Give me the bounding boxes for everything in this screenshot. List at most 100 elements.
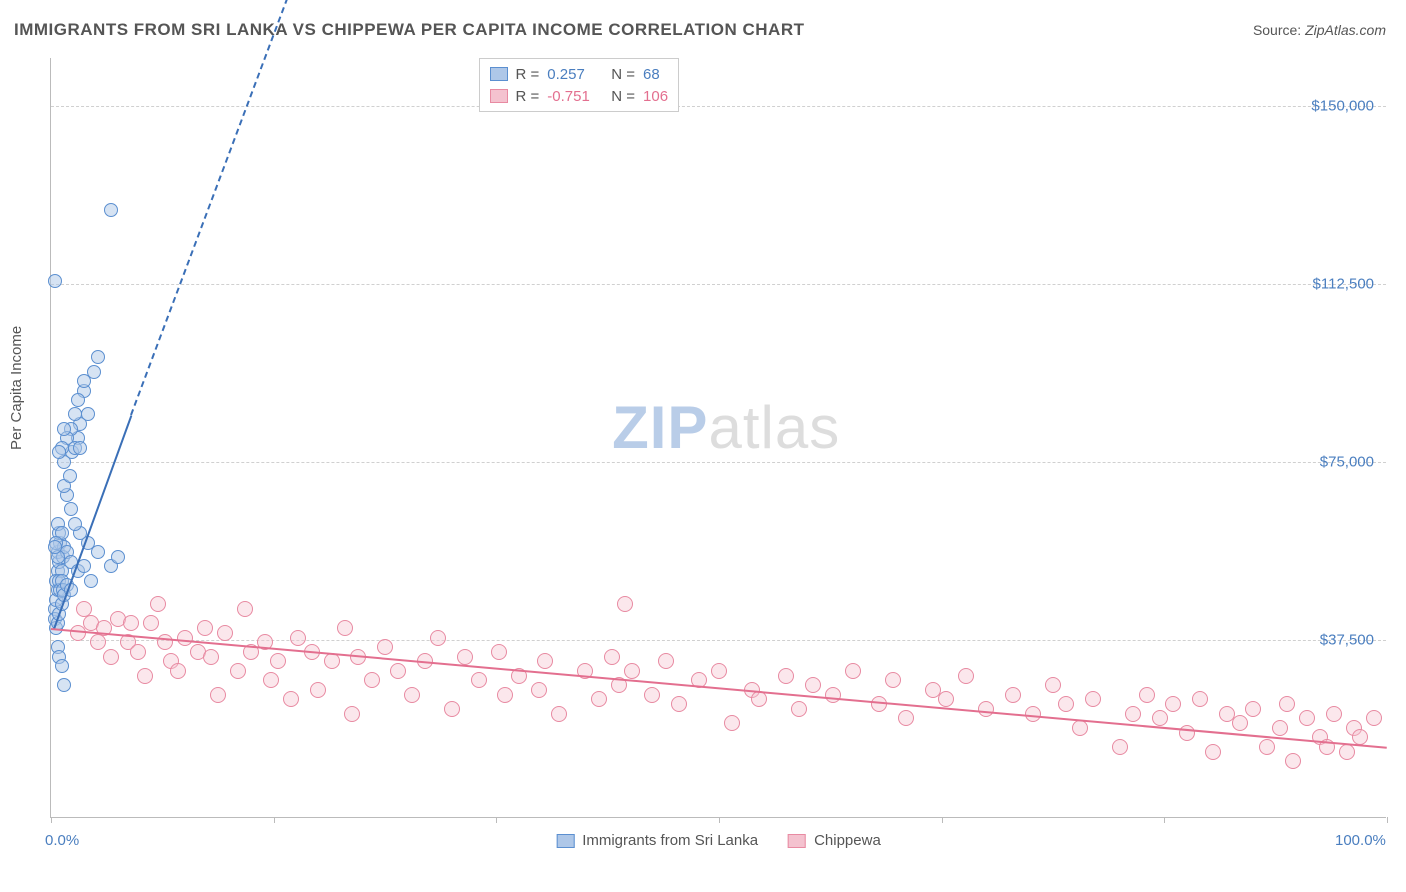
data-point [170, 663, 186, 679]
data-point [1352, 729, 1368, 745]
data-point [1279, 696, 1295, 712]
data-point [724, 715, 740, 731]
data-point [444, 701, 460, 717]
data-point [1366, 710, 1382, 726]
data-point [364, 672, 380, 688]
data-point [130, 644, 146, 660]
data-point [137, 668, 153, 684]
source-name: ZipAtlas.com [1305, 22, 1386, 38]
data-point [537, 653, 553, 669]
data-point [210, 687, 226, 703]
data-point [344, 706, 360, 722]
data-point [290, 630, 306, 646]
r-label: R = [516, 66, 540, 83]
data-point [377, 639, 393, 655]
data-point [337, 620, 353, 636]
data-point [1072, 720, 1088, 736]
data-point [1058, 696, 1074, 712]
data-point [1085, 691, 1101, 707]
data-point [711, 663, 727, 679]
data-point [671, 696, 687, 712]
data-point [217, 625, 233, 641]
data-point [48, 540, 62, 554]
data-point [551, 706, 567, 722]
data-point [845, 663, 861, 679]
y-tick-label: $112,500 [1313, 275, 1374, 292]
r-value: -0.751 [547, 88, 603, 105]
data-point [55, 659, 69, 673]
plot-area: ZIPatlas $37,500$75,000$112,500$150,0000… [50, 58, 1386, 818]
data-point [91, 350, 105, 364]
data-point [591, 691, 607, 707]
data-point [404, 687, 420, 703]
data-point [103, 649, 119, 665]
series-swatch [788, 834, 806, 848]
data-point [1299, 710, 1315, 726]
data-point [73, 441, 87, 455]
data-point [57, 422, 71, 436]
data-point [1192, 691, 1208, 707]
n-value: 106 [643, 88, 668, 105]
data-point [52, 445, 66, 459]
gridline [51, 284, 1386, 285]
data-point [1139, 687, 1155, 703]
gridline [51, 462, 1386, 463]
n-label: N = [611, 66, 635, 83]
x-tick-label: 100.0% [1335, 832, 1386, 849]
gridline [51, 640, 1386, 641]
data-point [430, 630, 446, 646]
chart-title: IMMIGRANTS FROM SRI LANKA VS CHIPPEWA PE… [14, 20, 804, 40]
data-point [123, 615, 139, 631]
stats-row: R = -0.751 N = 106 [490, 85, 669, 107]
x-tick [496, 817, 497, 823]
legend-label: Immigrants from Sri Lanka [582, 832, 758, 849]
x-tick [1164, 817, 1165, 823]
data-point [150, 596, 166, 612]
data-point [1179, 725, 1195, 741]
x-tick [942, 817, 943, 823]
stats-row: R = 0.257N = 68 [490, 63, 669, 85]
data-point [68, 407, 82, 421]
data-point [111, 550, 125, 564]
data-point [624, 663, 640, 679]
source-prefix: Source: [1253, 22, 1305, 38]
data-point [491, 644, 507, 660]
source-attribution: Source: ZipAtlas.com [1253, 22, 1386, 38]
data-point [390, 663, 406, 679]
data-point [310, 682, 326, 698]
data-point [87, 365, 101, 379]
y-tick-label: $75,000 [1320, 453, 1374, 470]
data-point [658, 653, 674, 669]
watermark-atlas: atlas [708, 394, 840, 461]
data-point [805, 677, 821, 693]
data-point [1165, 696, 1181, 712]
data-point [283, 691, 299, 707]
n-label: N = [611, 88, 635, 105]
data-point [1152, 710, 1168, 726]
data-point [1125, 706, 1141, 722]
data-point [143, 615, 159, 631]
data-point [48, 274, 62, 288]
correlation-stats-legend: R = 0.257N = 68R = -0.751N = 106 [479, 58, 680, 112]
data-point [230, 663, 246, 679]
data-point [64, 502, 78, 516]
trend-line [51, 628, 1387, 749]
data-point [1232, 715, 1248, 731]
legend-item: Immigrants from Sri Lanka [556, 832, 758, 849]
data-point [177, 630, 193, 646]
data-point [324, 653, 340, 669]
data-point [81, 407, 95, 421]
r-label: R = [516, 88, 540, 105]
trend-line-extrapolated [130, 0, 372, 416]
data-point [71, 393, 85, 407]
data-point [457, 649, 473, 665]
data-point [617, 596, 633, 612]
x-tick [274, 817, 275, 823]
data-point [1285, 753, 1301, 769]
data-point [1025, 706, 1041, 722]
data-point [497, 687, 513, 703]
data-point [1205, 744, 1221, 760]
data-point [197, 620, 213, 636]
data-point [791, 701, 807, 717]
data-point [203, 649, 219, 665]
